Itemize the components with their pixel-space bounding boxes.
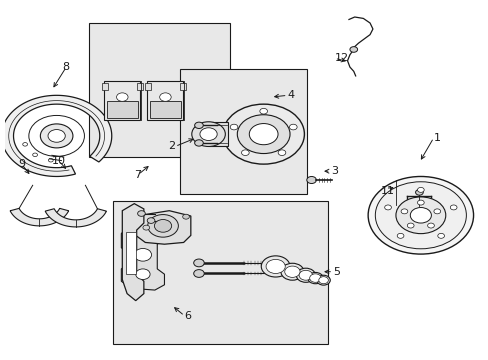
Circle shape — [134, 248, 151, 261]
Bar — [145, 83, 150, 90]
Circle shape — [241, 150, 249, 156]
Ellipse shape — [265, 259, 285, 274]
Circle shape — [407, 223, 413, 228]
Circle shape — [367, 176, 472, 254]
Circle shape — [437, 233, 444, 238]
Circle shape — [193, 270, 204, 277]
Bar — [104, 81, 140, 120]
Circle shape — [237, 115, 289, 153]
Ellipse shape — [261, 256, 289, 277]
Polygon shape — [10, 208, 68, 226]
Text: 12: 12 — [334, 53, 348, 63]
Circle shape — [48, 130, 65, 142]
Ellipse shape — [284, 266, 300, 277]
Circle shape — [142, 225, 149, 230]
Polygon shape — [122, 204, 143, 301]
Circle shape — [449, 205, 456, 210]
Bar — [126, 232, 136, 274]
Text: 7: 7 — [134, 170, 142, 180]
Circle shape — [194, 122, 203, 129]
Circle shape — [415, 189, 423, 195]
Circle shape — [33, 153, 38, 157]
Bar — [147, 81, 183, 120]
Text: 11: 11 — [381, 186, 394, 195]
Bar — [208, 122, 227, 147]
Circle shape — [191, 122, 225, 147]
Circle shape — [154, 220, 171, 232]
Ellipse shape — [316, 275, 329, 285]
Text: 3: 3 — [330, 166, 337, 176]
Text: 6: 6 — [184, 311, 191, 321]
Circle shape — [183, 214, 189, 219]
Bar — [112, 201, 328, 344]
Text: 8: 8 — [62, 62, 70, 72]
Circle shape — [289, 124, 297, 130]
Polygon shape — [136, 211, 190, 244]
Circle shape — [409, 207, 430, 223]
Circle shape — [349, 47, 357, 52]
Ellipse shape — [299, 270, 312, 280]
Circle shape — [375, 182, 466, 249]
Circle shape — [417, 188, 424, 192]
Ellipse shape — [318, 277, 328, 284]
Circle shape — [194, 140, 203, 146]
Circle shape — [41, 124, 73, 148]
Ellipse shape — [296, 268, 315, 282]
Circle shape — [116, 93, 128, 101]
Bar — [149, 101, 181, 118]
Circle shape — [278, 150, 285, 156]
Bar — [89, 23, 230, 157]
Ellipse shape — [280, 263, 304, 280]
Circle shape — [230, 124, 237, 130]
Bar — [102, 83, 107, 90]
Text: 5: 5 — [332, 267, 340, 277]
Circle shape — [193, 259, 204, 267]
Text: 1: 1 — [433, 133, 440, 143]
Circle shape — [147, 215, 178, 237]
Circle shape — [136, 269, 150, 279]
Bar — [180, 69, 306, 194]
Bar — [180, 83, 185, 90]
Circle shape — [396, 233, 403, 238]
Circle shape — [22, 143, 27, 146]
Circle shape — [48, 158, 53, 162]
Circle shape — [400, 209, 407, 214]
Text: 4: 4 — [287, 90, 294, 100]
Bar — [106, 101, 138, 118]
Circle shape — [223, 104, 304, 164]
Text: 9: 9 — [18, 159, 25, 169]
Circle shape — [427, 223, 433, 228]
Text: 10: 10 — [51, 156, 65, 166]
Polygon shape — [121, 221, 164, 290]
Circle shape — [147, 218, 155, 224]
Ellipse shape — [309, 274, 321, 282]
Circle shape — [160, 93, 171, 101]
Circle shape — [417, 200, 424, 205]
Circle shape — [395, 197, 445, 234]
Ellipse shape — [307, 273, 323, 284]
Circle shape — [259, 108, 267, 114]
Circle shape — [200, 128, 217, 140]
Circle shape — [384, 205, 390, 210]
Circle shape — [137, 211, 145, 216]
Circle shape — [249, 123, 278, 145]
Polygon shape — [45, 209, 106, 227]
Polygon shape — [1, 95, 112, 176]
Text: 2: 2 — [167, 141, 175, 152]
Circle shape — [433, 209, 440, 214]
Bar — [137, 83, 142, 90]
Circle shape — [306, 176, 316, 184]
